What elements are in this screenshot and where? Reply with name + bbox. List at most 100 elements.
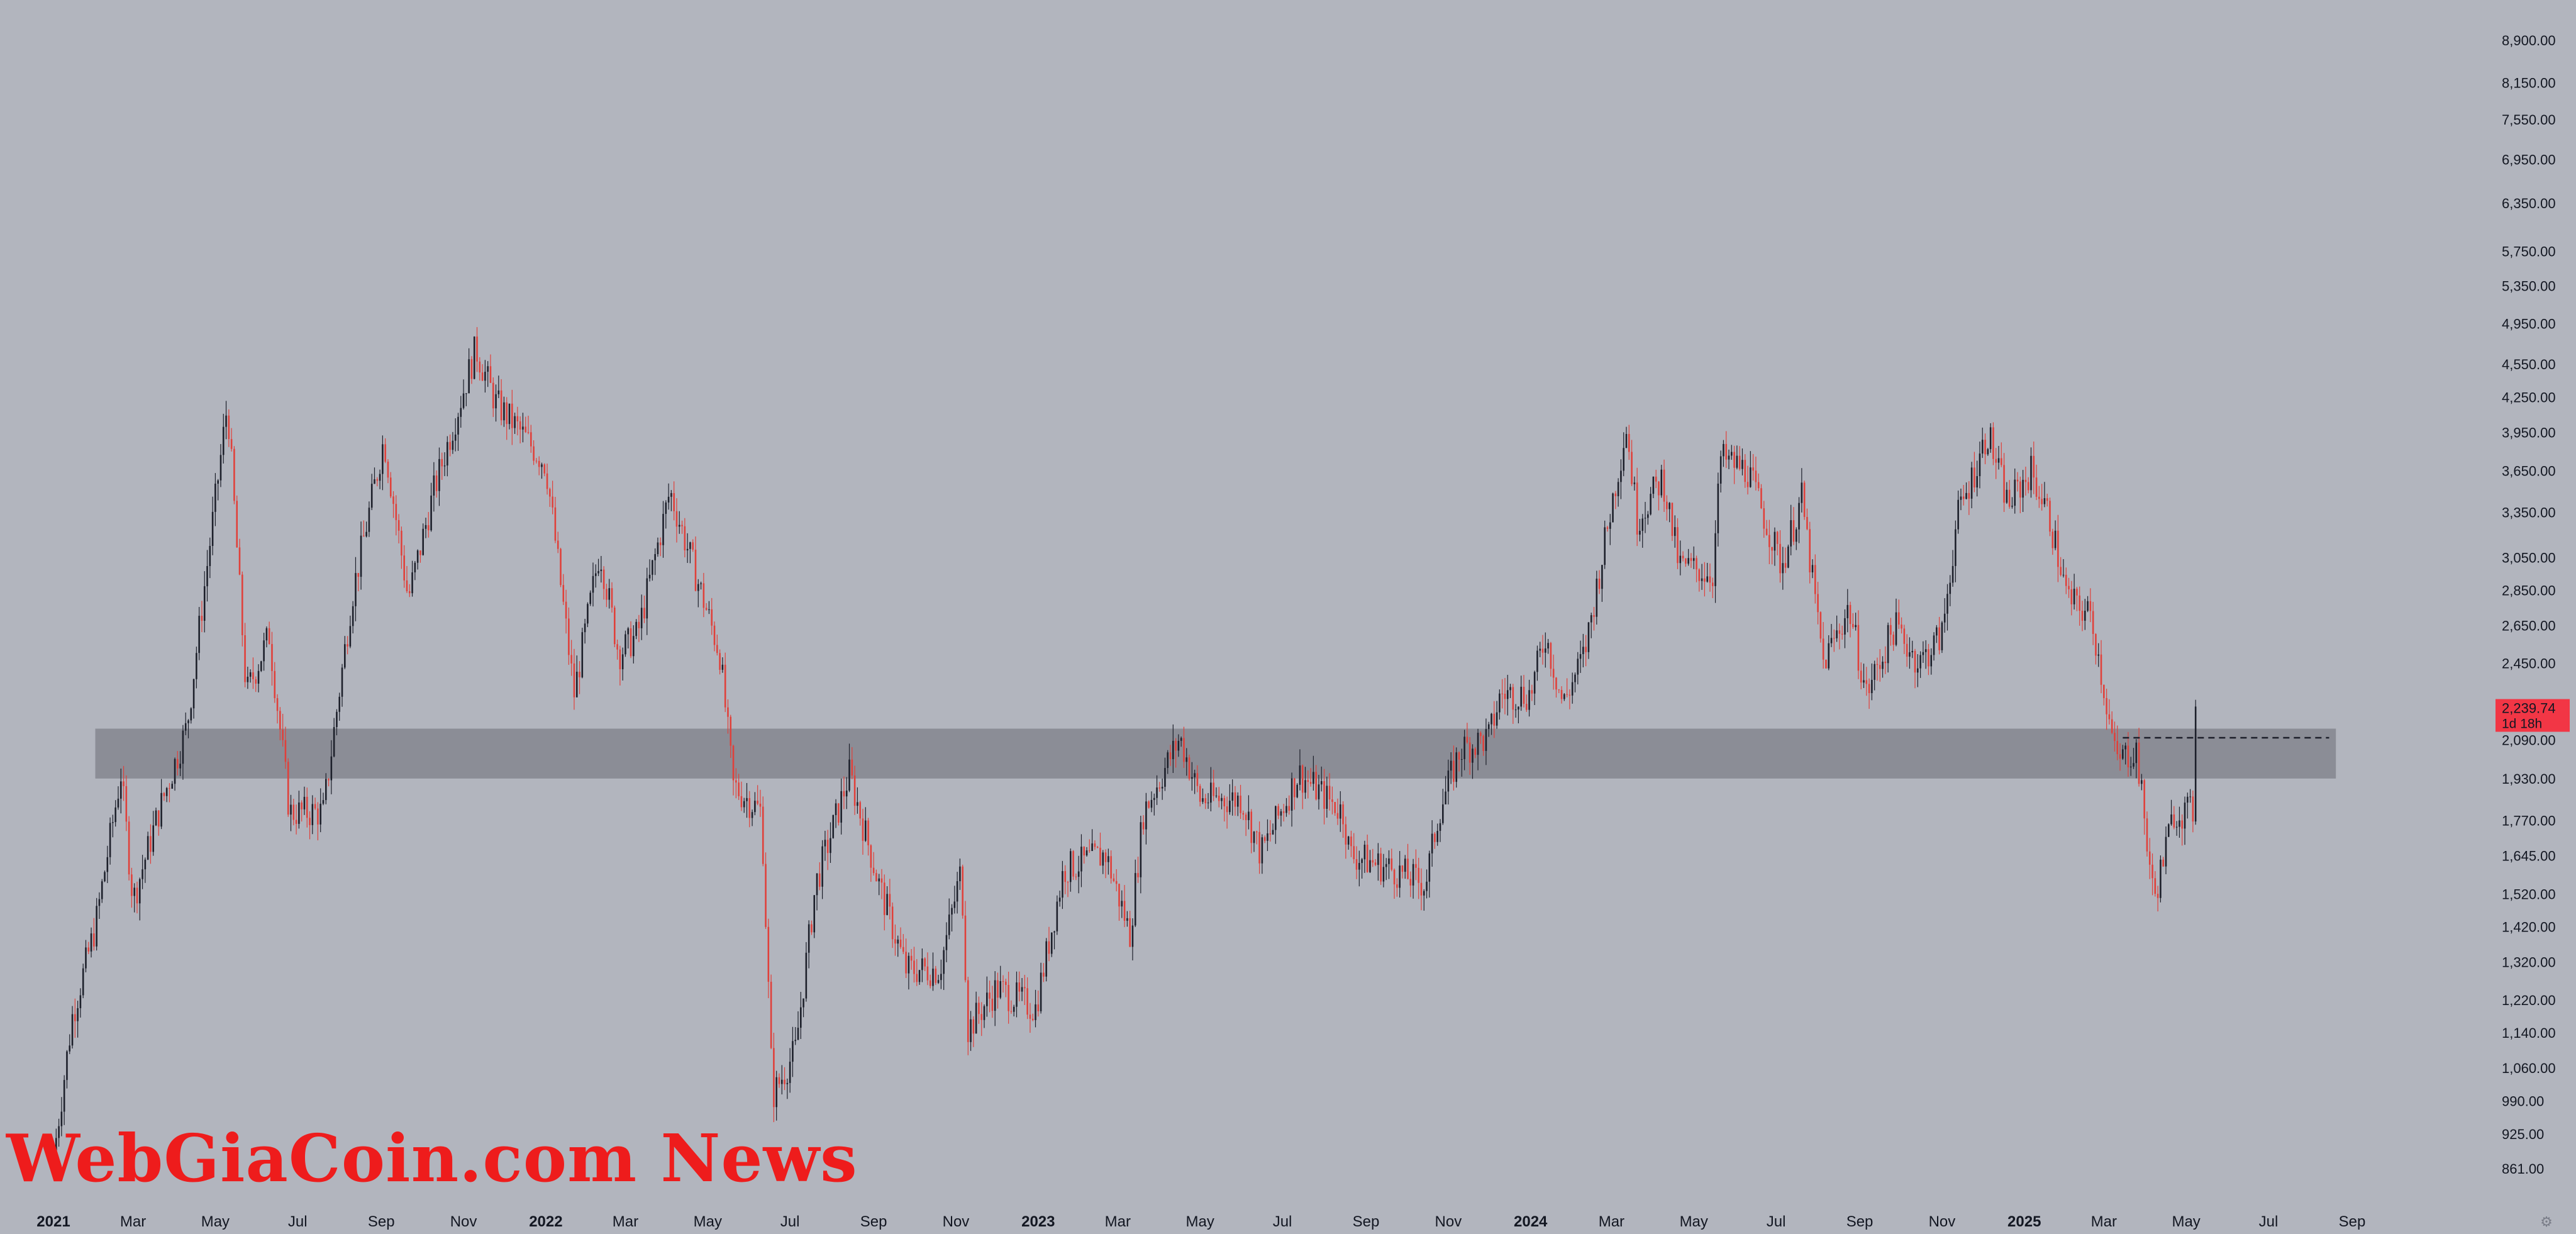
candle-body	[557, 540, 559, 549]
candle-body	[1582, 647, 1584, 655]
candle-body	[1957, 499, 1959, 530]
candle-body	[681, 525, 683, 526]
candle-body	[1420, 882, 1423, 896]
candle-body	[279, 711, 281, 730]
candle-body	[1299, 765, 1301, 785]
candle-body	[953, 901, 956, 908]
candle-body	[1541, 648, 1544, 653]
candle-body	[85, 947, 87, 969]
candle-body	[1428, 853, 1431, 882]
candle-body	[751, 812, 753, 818]
candle-body	[1496, 712, 1498, 726]
candle-body	[1077, 871, 1080, 877]
candle-body	[1545, 648, 1546, 653]
candle-body	[1970, 467, 1973, 499]
candle-body	[131, 874, 133, 896]
candle-body	[1666, 501, 1668, 509]
candle-body	[284, 740, 287, 762]
candle-body	[1609, 522, 1611, 529]
candle-body	[387, 462, 389, 478]
candle-body	[1558, 689, 1560, 691]
candle-body	[619, 649, 621, 670]
candle-body	[265, 628, 268, 641]
candle-body	[538, 460, 540, 467]
candle-body	[780, 1079, 783, 1084]
candle-body	[1671, 503, 1674, 536]
candle-body	[2024, 479, 2027, 482]
candle-body	[1210, 782, 1212, 803]
candle-body	[1750, 467, 1752, 487]
candle-body	[1080, 847, 1082, 872]
candle-body	[2041, 499, 2043, 504]
candle-body	[1161, 786, 1163, 789]
candle-body	[594, 573, 597, 576]
candle-body	[1102, 852, 1104, 866]
candle-body	[1318, 784, 1320, 799]
candle-body	[435, 475, 438, 491]
candle-body	[2097, 654, 2100, 656]
candle-body	[1280, 811, 1282, 816]
candle-body	[1631, 452, 1633, 484]
candle-body	[1901, 625, 1902, 629]
candle-body	[2043, 498, 2046, 504]
y-tick-label: 6,350.00	[2502, 196, 2556, 211]
candle-body	[484, 372, 486, 381]
candle-body	[921, 958, 923, 970]
candle-body	[2179, 820, 2180, 827]
candle-body	[187, 720, 189, 723]
candle-body	[1439, 823, 1441, 831]
candle-body	[1919, 655, 1921, 669]
candle-body	[905, 952, 907, 974]
candle-body	[128, 821, 130, 875]
x-tick-label: Sep	[1353, 1213, 1380, 1230]
candle-body	[762, 806, 764, 864]
gear-icon[interactable]: ⚙	[2540, 1214, 2553, 1230]
candle-body	[652, 560, 653, 575]
candle-body	[433, 475, 435, 496]
candle-body	[1140, 822, 1142, 877]
candles	[55, 327, 2197, 1160]
candle-body	[1355, 859, 1358, 870]
candle-body	[1725, 443, 1728, 460]
candle-body	[697, 584, 699, 591]
candle-body	[2181, 820, 2183, 829]
candle-body	[1663, 469, 1665, 502]
candle-body	[519, 421, 521, 430]
candle-body	[1199, 786, 1201, 802]
x-tick-label: Jul	[2259, 1213, 2279, 1230]
candle-body	[1285, 806, 1287, 813]
candle-body	[1056, 901, 1058, 931]
price-axis[interactable]: 8,900.00 8,150.00 7,550.00 6,950.00 6,350.00…	[2502, 33, 2556, 1177]
candle-body	[1234, 792, 1236, 807]
candle-body	[843, 791, 845, 797]
candle-body	[1531, 690, 1533, 694]
candle-body	[1909, 652, 1911, 657]
candle-body	[452, 440, 454, 450]
candle-body	[1620, 470, 1622, 482]
candle-body	[1906, 643, 1908, 657]
candle-body	[60, 1111, 63, 1126]
candle-body	[2084, 611, 2086, 621]
candle-body	[792, 1041, 794, 1062]
x-tick-label: 2021	[36, 1213, 70, 1230]
candle-body	[1156, 787, 1158, 798]
time-axis[interactable]: 2021 Mar May Jul Sep Nov 2022 Mar May Jul Sep Nov 20…	[36, 1213, 2365, 1230]
candle-body	[1164, 768, 1166, 787]
candle-body	[376, 479, 379, 481]
candle-body	[1914, 651, 1916, 673]
candle-body	[319, 803, 321, 825]
candle-body	[1774, 531, 1776, 551]
candle-body	[411, 572, 413, 594]
candle-body	[2035, 477, 2038, 497]
candle-body	[211, 511, 214, 547]
candle-body	[602, 569, 605, 589]
candle-body	[546, 473, 548, 489]
candle-body	[1731, 452, 1733, 456]
candle-body	[476, 336, 478, 362]
candle-body	[1997, 458, 2000, 463]
candle-body	[794, 1040, 797, 1042]
candle-body	[169, 788, 170, 789]
candle-body	[1836, 630, 1838, 638]
candle-body	[1350, 837, 1352, 847]
